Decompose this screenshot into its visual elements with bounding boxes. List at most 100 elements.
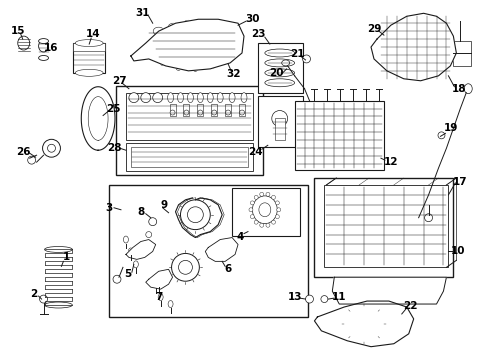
Ellipse shape: [217, 93, 223, 103]
Ellipse shape: [271, 195, 275, 199]
Text: 27: 27: [111, 76, 126, 86]
Bar: [109, 185, 307, 317]
Ellipse shape: [248, 208, 252, 212]
Text: 9: 9: [160, 200, 167, 210]
Text: 3: 3: [105, 203, 112, 213]
Ellipse shape: [42, 139, 61, 157]
Ellipse shape: [241, 93, 246, 103]
Ellipse shape: [275, 215, 279, 219]
Ellipse shape: [225, 110, 230, 115]
Ellipse shape: [250, 201, 254, 205]
Ellipse shape: [178, 260, 192, 274]
Text: 25: 25: [105, 104, 120, 113]
Ellipse shape: [75, 40, 103, 46]
Ellipse shape: [39, 39, 48, 44]
Ellipse shape: [168, 23, 179, 31]
Ellipse shape: [187, 93, 193, 103]
Ellipse shape: [265, 223, 269, 227]
Text: 16: 16: [44, 43, 59, 53]
Ellipse shape: [160, 60, 165, 66]
Ellipse shape: [281, 60, 289, 66]
Polygon shape: [145, 269, 172, 289]
Ellipse shape: [226, 30, 237, 38]
Bar: [211, 104, 217, 116]
Ellipse shape: [44, 247, 72, 252]
Text: 6: 6: [224, 264, 231, 274]
Text: 23: 23: [250, 29, 264, 39]
Ellipse shape: [264, 49, 294, 57]
Ellipse shape: [276, 208, 280, 212]
Text: 29: 29: [366, 24, 381, 34]
Bar: [224, 104, 231, 116]
Ellipse shape: [153, 281, 158, 288]
Bar: [126, 93, 252, 140]
Ellipse shape: [187, 207, 203, 223]
Ellipse shape: [167, 93, 173, 103]
Bar: [274, 118, 284, 140]
Ellipse shape: [320, 296, 327, 302]
Ellipse shape: [239, 110, 244, 115]
Ellipse shape: [259, 223, 263, 227]
Ellipse shape: [28, 156, 36, 164]
Text: 15: 15: [10, 26, 25, 36]
Ellipse shape: [198, 110, 203, 115]
Bar: [183, 104, 189, 116]
Ellipse shape: [229, 93, 235, 103]
Text: 5: 5: [124, 269, 131, 279]
Ellipse shape: [252, 196, 277, 224]
Polygon shape: [81, 87, 115, 150]
Ellipse shape: [197, 93, 203, 103]
Ellipse shape: [254, 195, 258, 199]
Text: 20: 20: [269, 68, 284, 78]
Ellipse shape: [113, 275, 121, 283]
Bar: [314, 178, 452, 277]
Ellipse shape: [40, 295, 47, 303]
Ellipse shape: [212, 22, 223, 30]
Ellipse shape: [209, 63, 214, 68]
Ellipse shape: [168, 301, 173, 307]
Ellipse shape: [44, 302, 72, 308]
Ellipse shape: [437, 132, 444, 139]
Ellipse shape: [180, 200, 210, 230]
Ellipse shape: [424, 214, 432, 222]
Text: 22: 22: [403, 301, 417, 311]
Ellipse shape: [237, 44, 242, 49]
Ellipse shape: [275, 201, 279, 205]
Bar: [324, 185, 447, 267]
Bar: [126, 143, 252, 171]
Ellipse shape: [153, 27, 164, 35]
Ellipse shape: [271, 111, 287, 126]
Bar: [294, 100, 383, 170]
Text: 26: 26: [17, 147, 31, 157]
Text: 21: 21: [290, 49, 304, 59]
Polygon shape: [126, 239, 155, 260]
Text: 19: 19: [443, 123, 458, 134]
Ellipse shape: [192, 66, 198, 71]
Text: 28: 28: [106, 143, 121, 153]
Text: 17: 17: [452, 177, 467, 187]
Ellipse shape: [133, 261, 138, 268]
Ellipse shape: [258, 203, 270, 217]
Ellipse shape: [352, 314, 374, 334]
Polygon shape: [370, 13, 455, 81]
Bar: [239, 104, 244, 116]
Ellipse shape: [170, 110, 175, 115]
Bar: [452, 41, 470, 66]
Ellipse shape: [271, 220, 275, 224]
Ellipse shape: [148, 218, 156, 226]
Bar: [73, 43, 105, 73]
Ellipse shape: [146, 54, 151, 58]
Ellipse shape: [129, 93, 139, 103]
Ellipse shape: [207, 93, 213, 103]
Text: 12: 12: [383, 157, 397, 167]
Ellipse shape: [39, 55, 48, 60]
Ellipse shape: [259, 192, 263, 196]
Bar: [257, 43, 302, 93]
Ellipse shape: [18, 36, 30, 50]
Polygon shape: [205, 238, 238, 261]
Bar: [131, 147, 247, 167]
Ellipse shape: [463, 84, 471, 94]
Text: 1: 1: [62, 252, 70, 262]
Ellipse shape: [305, 295, 313, 303]
Ellipse shape: [211, 110, 216, 115]
